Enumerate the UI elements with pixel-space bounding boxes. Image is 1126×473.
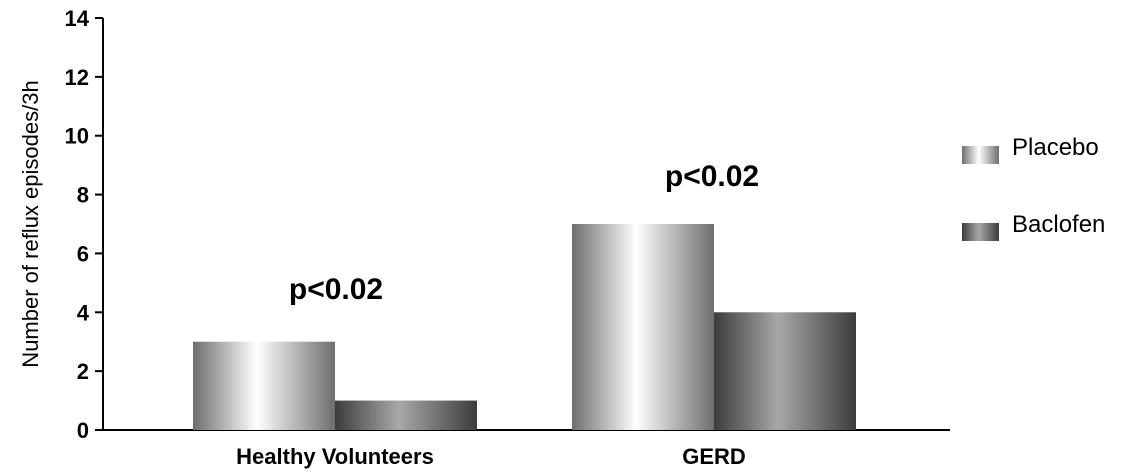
y-axis-label: Number of reflux episodes/3h [18, 80, 43, 367]
bar-baclofen-healthy-volunteers [335, 400, 477, 430]
y-tick-label: 2 [77, 359, 89, 384]
legend-label-baclofen: Baclofen [1012, 211, 1105, 238]
bar-baclofen-gerd [714, 312, 856, 430]
y-tick-label: 6 [77, 241, 89, 266]
y-tick-label: 0 [77, 418, 89, 443]
y-tick-label: 12 [65, 65, 89, 90]
annotation-gerd: p<0.02 [665, 160, 759, 193]
legend-swatch-placebo [962, 146, 999, 164]
x-category-label: Healthy Volunteers [236, 444, 434, 469]
y-ticks: 0 2 4 6 8 10 12 14 [65, 6, 103, 443]
y-tick-label: 14 [65, 6, 90, 31]
x-category-label: GERD [682, 444, 746, 469]
y-tick-label: 10 [65, 124, 89, 149]
annotation-healthy: p<0.02 [289, 273, 383, 306]
bar-placebo-gerd [572, 224, 714, 430]
y-tick-label: 8 [77, 183, 89, 208]
legend-swatch-baclofen [962, 223, 999, 241]
bars [193, 224, 856, 430]
y-tick-label: 4 [77, 300, 90, 325]
legend: Placebo Baclofen [962, 134, 1105, 241]
legend-label-placebo: Placebo [1012, 134, 1099, 161]
bar-placebo-healthy-volunteers [193, 341, 335, 430]
category-labels: Healthy Volunteers GERD [236, 444, 746, 469]
